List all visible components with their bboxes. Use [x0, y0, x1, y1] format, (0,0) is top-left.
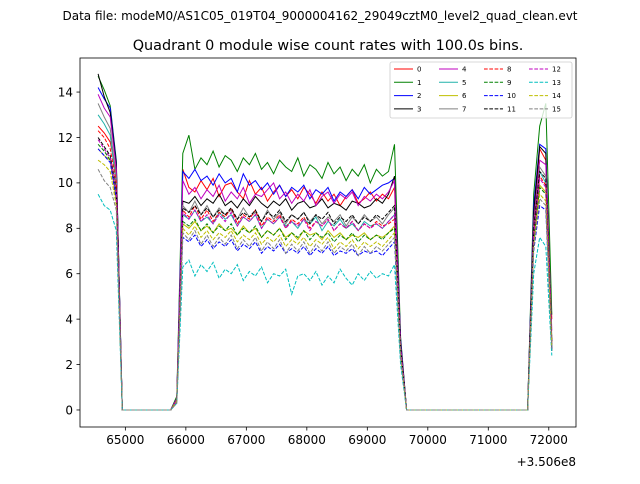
- plot-frame: [79, 57, 577, 428]
- x-tick-label: 67000: [227, 433, 265, 447]
- series-line-10: [97, 148, 553, 411]
- x-tick-label: 68000: [288, 433, 326, 447]
- x-tick-label: 69000: [348, 433, 386, 447]
- chart-title: Quadrant 0 module wise count rates with …: [133, 38, 524, 54]
- series-layer: [97, 73, 553, 411]
- series-line-5: [97, 114, 553, 411]
- series-line-15: [97, 169, 553, 411]
- series-line-12: [97, 139, 553, 411]
- y-tick-label: 8: [65, 222, 73, 236]
- y-tick-label: 14: [58, 85, 73, 99]
- series-line-13: [97, 193, 553, 411]
- x-offset-label: +3.506e8: [517, 455, 576, 469]
- legend-label-1: 1: [417, 79, 421, 87]
- suptitle: Data file: modeM0/AS1C05_019T04_90000041…: [62, 9, 577, 23]
- x-axis: 65000 66000 67000 68000 69000 70000 71000 72000: [106, 427, 568, 447]
- series-line-2: [97, 87, 553, 411]
- legend-label-11: 11: [507, 105, 516, 113]
- y-tick-label: 4: [65, 312, 73, 326]
- series-line-11: [97, 137, 553, 411]
- y-axis: 0 2 4 6 8 10 12 14: [58, 85, 80, 417]
- series-line-8: [97, 130, 553, 411]
- series-line-6: [97, 148, 553, 411]
- y-tick-label: 12: [58, 131, 73, 145]
- series-line-7: [97, 103, 553, 411]
- series-line-1: [97, 75, 553, 411]
- legend-label-12: 12: [552, 66, 561, 74]
- y-tick-label: 0: [65, 403, 73, 417]
- legend-label-0: 0: [417, 66, 421, 74]
- y-tick-label: 6: [65, 267, 73, 281]
- legend-label-10: 10: [507, 92, 516, 100]
- x-tick-label: 65000: [106, 433, 144, 447]
- x-tick-label: 71000: [469, 433, 507, 447]
- series-line-4: [97, 94, 553, 411]
- x-tick-label: 70000: [409, 433, 447, 447]
- series-line-3: [97, 73, 553, 411]
- series-line-14: [97, 159, 553, 411]
- legend-label-9: 9: [507, 79, 511, 87]
- series-line-9: [97, 143, 553, 411]
- legend-box: [389, 61, 573, 119]
- legend-label-2: 2: [417, 92, 421, 100]
- legend-label-4: 4: [462, 66, 467, 74]
- legend-label-15: 15: [552, 105, 561, 113]
- legend-label-14: 14: [552, 92, 561, 100]
- legend-label-8: 8: [507, 66, 511, 74]
- y-tick-label: 2: [65, 358, 73, 372]
- legend-label-3: 3: [417, 105, 421, 113]
- legend-label-6: 6: [462, 92, 467, 100]
- legend-label-5: 5: [462, 79, 466, 87]
- series-line-0: [97, 125, 553, 411]
- legend-label-13: 13: [552, 79, 561, 87]
- y-tick-label: 10: [58, 176, 73, 190]
- x-tick-label: 72000: [530, 433, 568, 447]
- x-tick-label: 66000: [167, 433, 205, 447]
- legend-label-7: 7: [462, 105, 466, 113]
